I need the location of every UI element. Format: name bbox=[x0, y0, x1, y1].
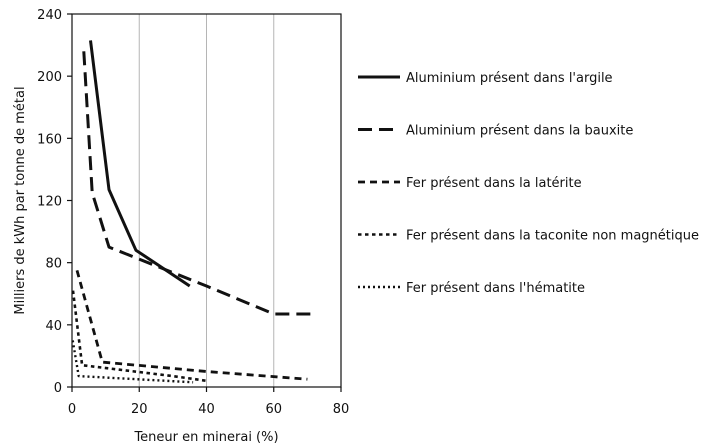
legend: Aluminium présent dans l'argile Aluminium… bbox=[358, 71, 699, 296]
series-line-2 bbox=[82, 51, 311, 316]
x-axis-title: Teneur en minerai (%) bbox=[133, 430, 278, 445]
legend-label-1: Aluminium présent dans l'argile bbox=[406, 71, 613, 86]
legend-label-4: Fer présent dans la taconite non magnéti… bbox=[406, 229, 699, 244]
legend-label-2: Aluminium présent dans la bauxite bbox=[406, 124, 633, 139]
y-tick-label: 40 bbox=[45, 319, 62, 334]
x-tick-label: 40 bbox=[198, 402, 215, 417]
y-tick-label: 0 bbox=[54, 381, 62, 396]
y-axis: 0 40 80 120 160 200 240 bbox=[37, 8, 72, 396]
y-axis-title: Milliers de kWh par tonne de métal bbox=[13, 86, 28, 314]
y-tick-label: 240 bbox=[37, 8, 62, 23]
legend-label-3: Fer présent dans la latérite bbox=[406, 176, 582, 191]
series-line-3 bbox=[75, 270, 308, 381]
series-line-1 bbox=[89, 40, 191, 288]
series-layer bbox=[71, 40, 311, 384]
y-tick-label: 200 bbox=[37, 70, 62, 85]
grid bbox=[138, 14, 275, 387]
legend-label-5: Fer présent dans l'hématite bbox=[406, 281, 585, 296]
x-axis: 0 20 40 60 80 bbox=[68, 387, 349, 417]
y-tick-label: 120 bbox=[37, 195, 62, 210]
x-tick-label: 60 bbox=[265, 402, 282, 417]
y-tick-label: 160 bbox=[37, 132, 62, 147]
series-line-4 bbox=[71, 290, 207, 383]
x-tick-label: 80 bbox=[333, 402, 350, 417]
x-tick-label: 0 bbox=[68, 402, 76, 417]
x-tick-label: 20 bbox=[131, 402, 148, 417]
y-tick-label: 80 bbox=[45, 257, 62, 272]
